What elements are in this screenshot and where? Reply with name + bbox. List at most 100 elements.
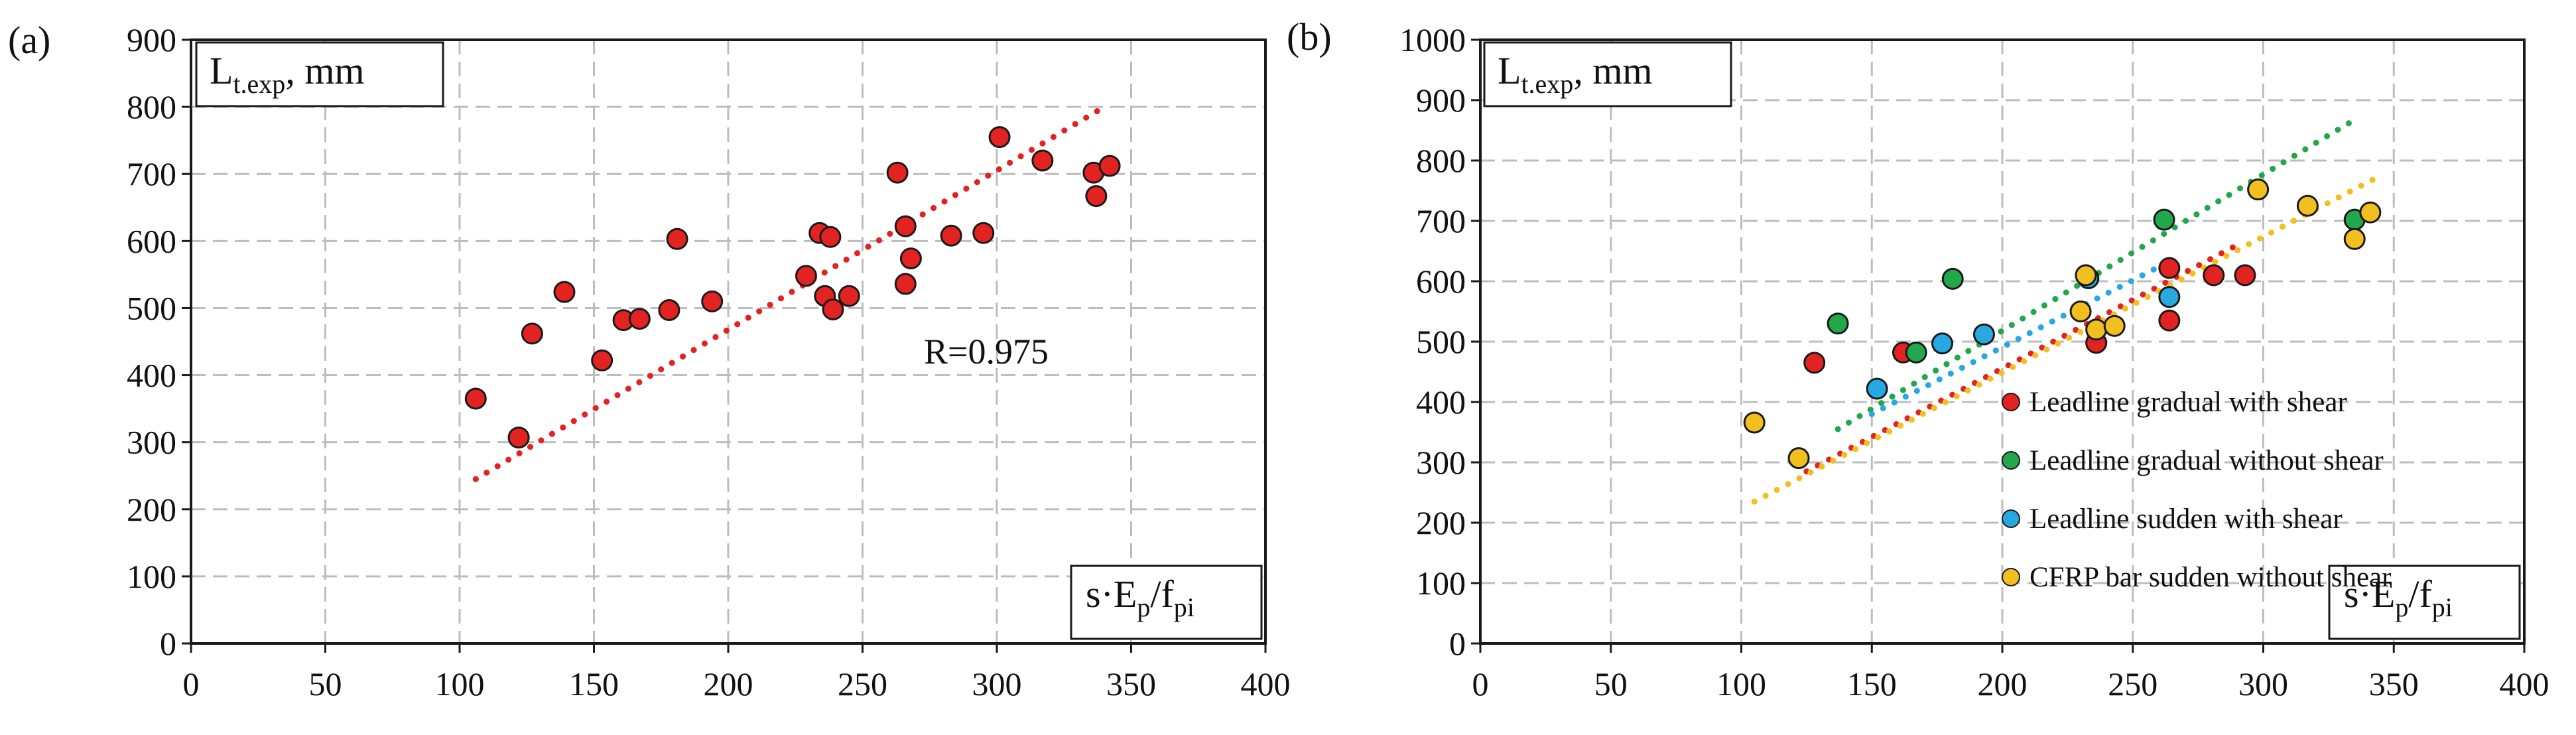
data-point: [2085, 318, 2108, 341]
y-tick-label: 500: [1416, 323, 1466, 360]
y-tick-label: 800: [127, 88, 176, 125]
data-point: [972, 222, 995, 244]
x-tick-label: 150: [569, 665, 619, 702]
y-axis-label-subscript: t.exp: [233, 69, 285, 99]
data-point: [2343, 228, 2366, 250]
y-tick-label: 700: [1416, 202, 1466, 239]
panel-label: (b): [1287, 15, 1332, 58]
y-tick-label: 200: [1416, 504, 1466, 541]
x-tick-label: 0: [183, 665, 200, 702]
panel-label: (a): [8, 19, 50, 62]
trendline-1: [1835, 118, 2355, 433]
trendline-0: [472, 103, 1108, 482]
x-tick-label: 350: [2369, 665, 2419, 702]
y-tick-label: 0: [160, 625, 176, 662]
data-point: [701, 290, 724, 312]
y-axis-label-box: [195, 41, 444, 107]
x-axis-label-mid: /f: [1150, 572, 1174, 616]
x-tick-label: 100: [435, 665, 485, 702]
y-tick-label: 300: [127, 424, 176, 461]
data-point: [2153, 208, 2175, 231]
x-axis-label-subscript: p: [2395, 592, 2408, 622]
legend-label: CFRP bar sudden without shear: [2029, 562, 2391, 593]
x-tick-label: 0: [1472, 665, 1489, 702]
data-point: [2234, 264, 2256, 287]
data-point: [2296, 194, 2319, 217]
x-tick-label: 250: [2108, 665, 2157, 702]
data-point: [2069, 301, 2092, 322]
y-tick-label: 400: [1416, 383, 1466, 421]
data-point: [591, 349, 613, 371]
legend-marker: [2002, 393, 2020, 411]
chart-panel-b: 0 50 100 150 200 250 300 350 400 0 100 200 300 400 500…: [1287, 15, 2549, 702]
y-tick-label: 100: [1416, 565, 1466, 602]
x-axis-label: s·Ep/fpi: [2344, 572, 2453, 622]
data-point: [894, 273, 917, 295]
y-tick-label: 900: [1416, 82, 1466, 119]
y-tick-label: 900: [127, 21, 176, 58]
y-axis-label-subscript: t.exp: [1521, 69, 1573, 99]
x-axis-label-subscript: p: [1137, 592, 1150, 622]
x-tick-label: 300: [972, 665, 1022, 702]
y-tick-label: 1000: [1399, 21, 1466, 58]
x-tick-label: 350: [1106, 665, 1156, 702]
data-point: [1866, 377, 1888, 400]
data-point: [988, 126, 1011, 149]
legend-label: Leadline gradual with shear: [2029, 387, 2347, 418]
x-tick-label: 400: [2500, 665, 2549, 702]
data-point: [2158, 257, 2181, 279]
y-axis-label-main: L: [210, 49, 233, 92]
data-point: [1941, 267, 1964, 290]
data-point: [666, 228, 688, 250]
legend-marker: [2002, 451, 2020, 470]
data-point: [1803, 352, 1826, 374]
data-point: [795, 265, 817, 287]
y-tick-label: 700: [127, 155, 176, 192]
y-tick-label: 800: [1416, 142, 1466, 179]
data-point: [819, 226, 842, 248]
data-point: [2158, 309, 2181, 332]
y-tick-label: 300: [1416, 444, 1466, 481]
y-tick-label: 100: [127, 558, 176, 595]
x-tick-label: 200: [1978, 665, 2028, 702]
x-axis-label: s·Ep/fpi: [1086, 572, 1194, 622]
data-point: [886, 161, 909, 184]
x-axis-label-subscript: pi: [2432, 592, 2453, 622]
y-tick-label: 600: [1416, 263, 1466, 300]
x-tick-label: 50: [309, 665, 342, 702]
data-point: [894, 215, 917, 237]
y-axis-label-box: [1483, 41, 1732, 107]
data-point: [1827, 312, 1849, 335]
trendline-2: [1868, 257, 2175, 417]
y-tick-label: 500: [127, 289, 176, 326]
trendline-3: [1751, 172, 2384, 505]
legend-label: Leadline gradual without shear: [2029, 445, 2384, 476]
legend-marker: [2002, 568, 2020, 586]
correlation-annotation: R=0.975: [924, 332, 1049, 371]
data-point: [822, 298, 844, 320]
data-point: [899, 247, 922, 270]
data-point: [658, 299, 680, 321]
data-point: [1931, 332, 1953, 355]
y-tick-label: 0: [1449, 625, 1466, 662]
data-point: [464, 387, 487, 410]
x-tick-label: 400: [1241, 665, 1291, 702]
data-point: [1098, 155, 1121, 177]
data-point: [1031, 149, 1054, 172]
data-point: [628, 308, 651, 330]
x-tick-label: 300: [2238, 665, 2288, 702]
x-tick-label: 50: [1594, 665, 1628, 702]
x-tick-label: 100: [1716, 665, 1766, 702]
data-point: [507, 427, 530, 449]
data-point: [2203, 264, 2225, 287]
data-point: [2359, 201, 2382, 224]
y-axis-label-unit: , mm: [285, 49, 364, 92]
legend-marker: [2002, 509, 2020, 528]
x-axis-label-box: [2328, 565, 2521, 640]
y-tick-label: 400: [127, 357, 176, 394]
legend-label: Leadline sudden with shear: [2029, 503, 2343, 535]
data-point: [2158, 286, 2181, 308]
data-point: [553, 281, 576, 303]
y-axis-label: Lt.exp, mm: [1498, 49, 1653, 99]
